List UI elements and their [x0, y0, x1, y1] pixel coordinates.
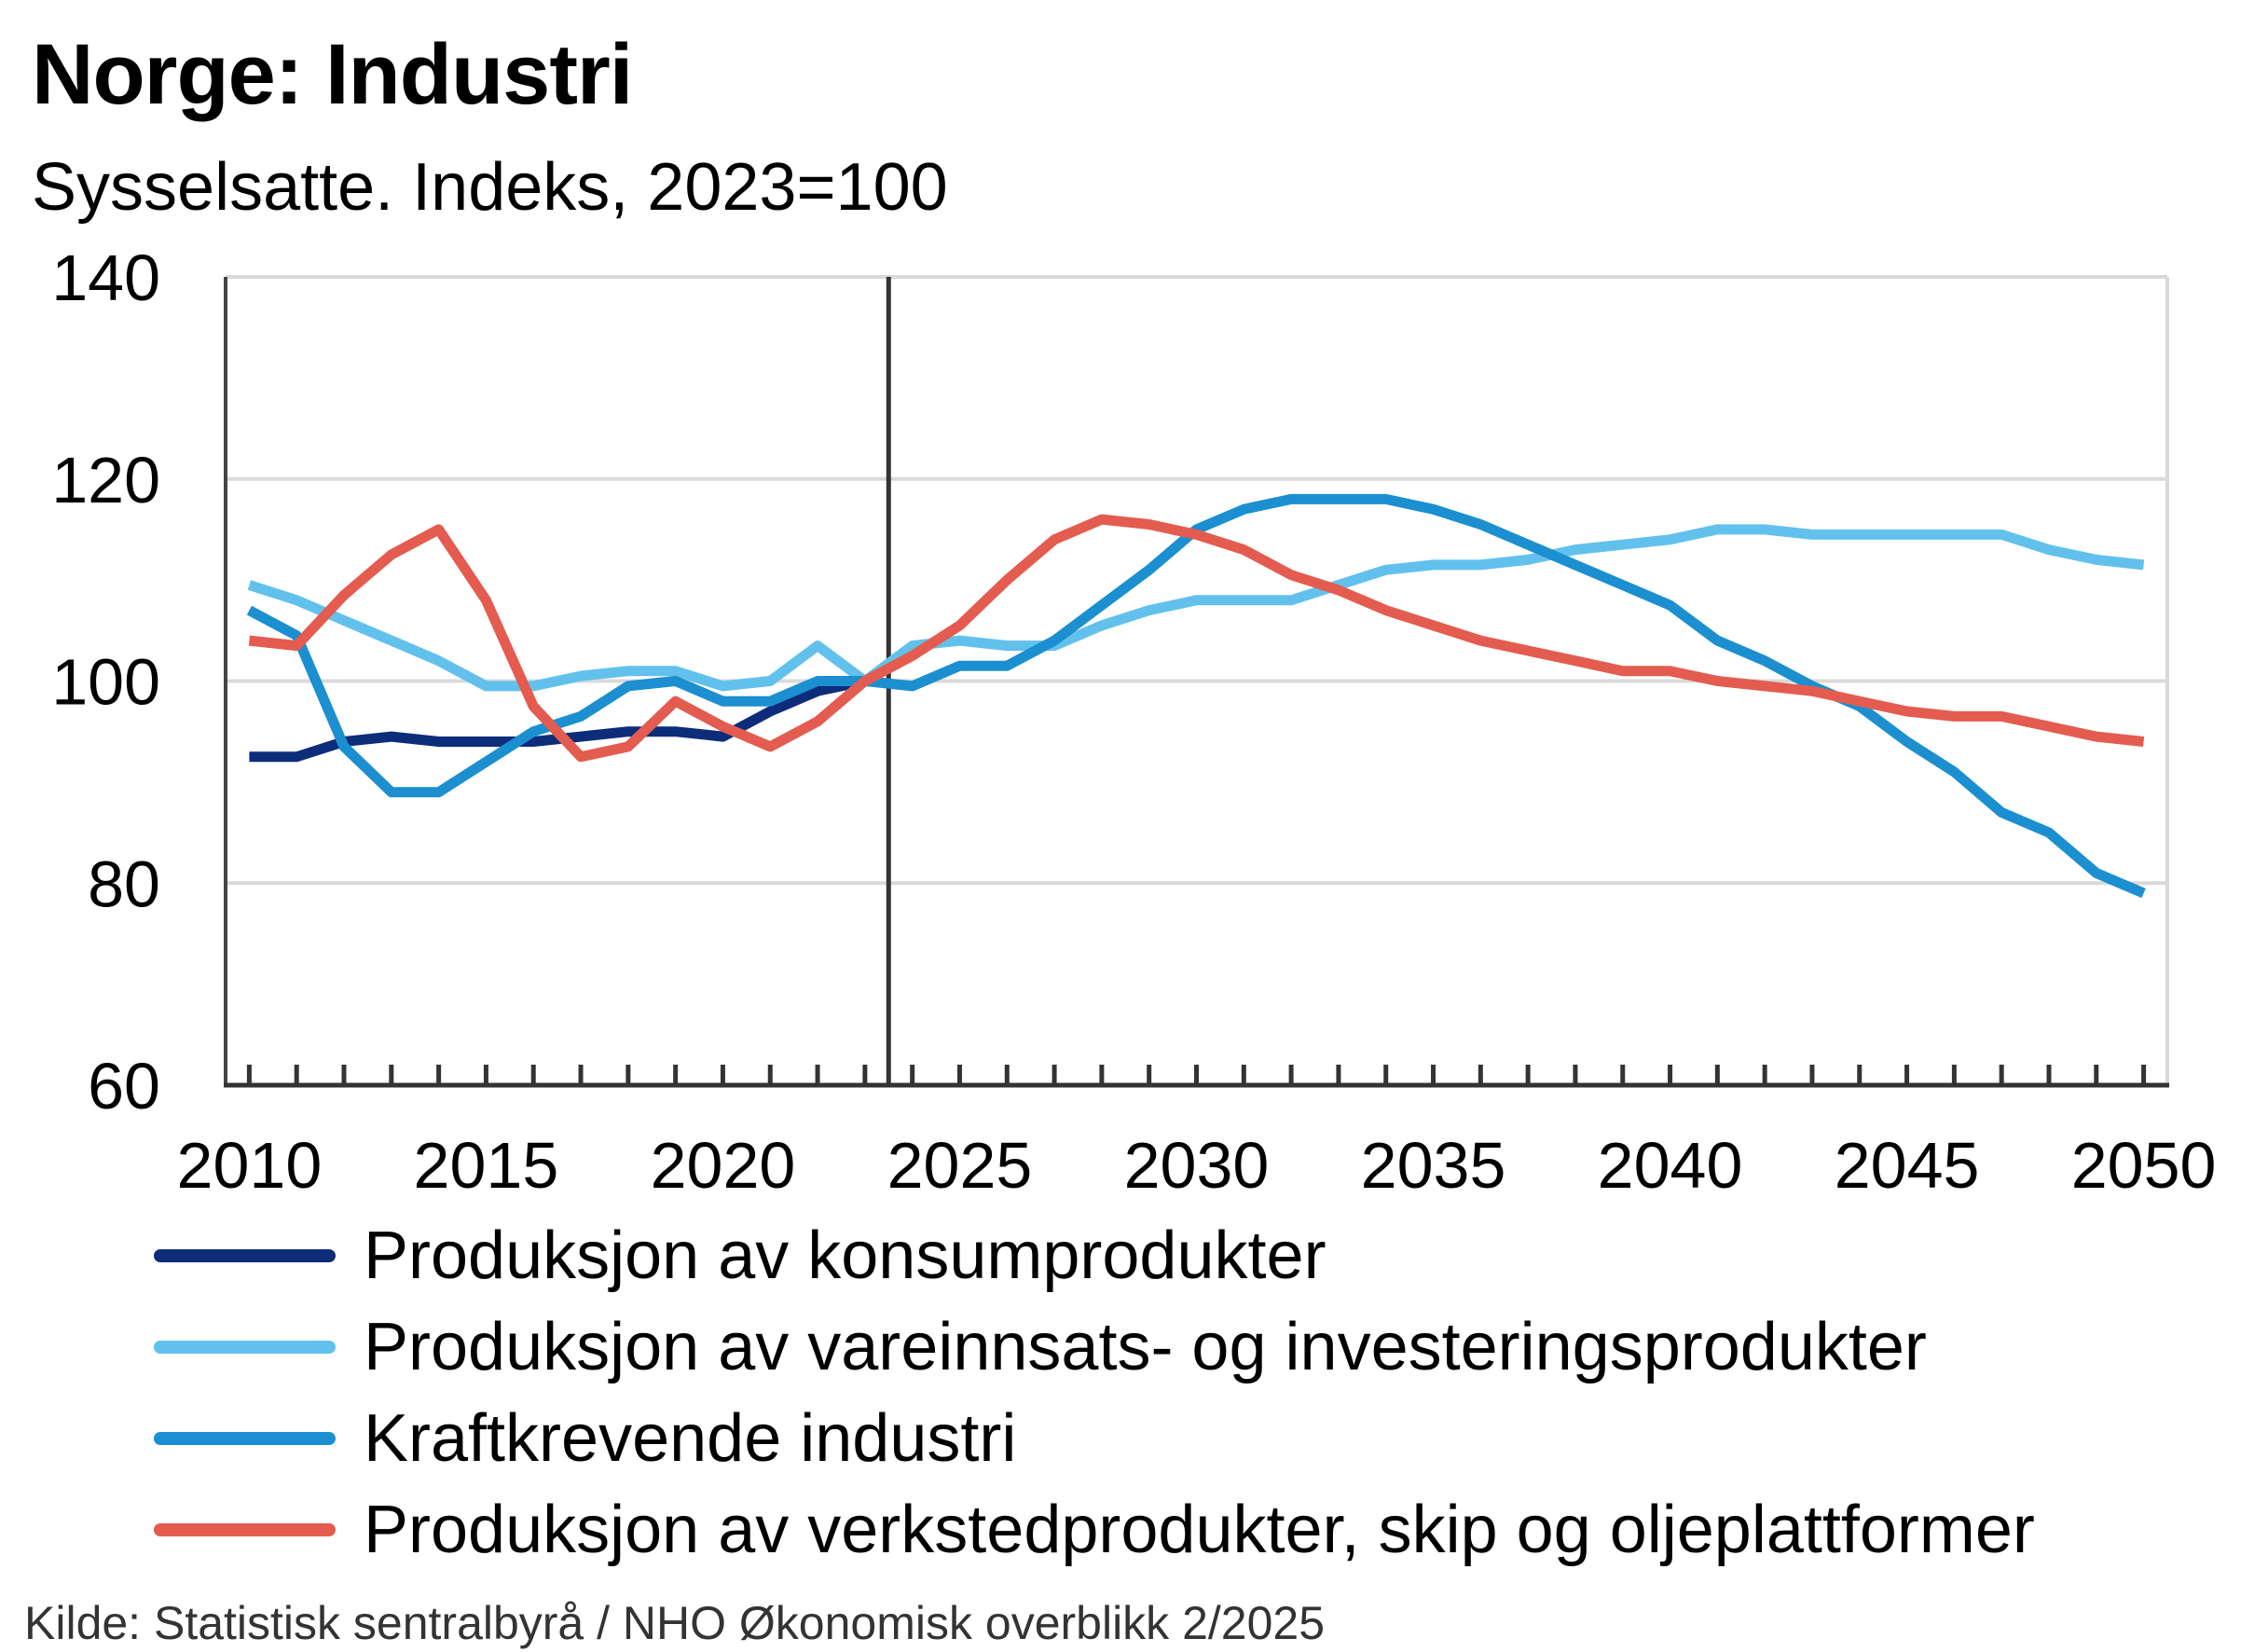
- x-tick-label-2025: 2025: [887, 1129, 1033, 1202]
- axes: [224, 277, 2169, 1088]
- legend-swatch-konsumprodukter: [154, 1249, 336, 1262]
- y-tick-label-140: 140: [51, 241, 160, 314]
- legend-label-konsumprodukter: Produksjon av konsumprodukter: [364, 1218, 1326, 1293]
- x-tick-label-2030: 2030: [1124, 1129, 1270, 1202]
- x-tick-label-2050: 2050: [2071, 1129, 2217, 1202]
- legend-item-kraftkrevende: Kraftkrevende industri: [154, 1393, 2035, 1484]
- chart-title: Norge: Industri: [32, 27, 633, 122]
- x-tick-label-2040: 2040: [1598, 1129, 1743, 1202]
- series-layer: [246, 493, 2146, 899]
- x-tick-label-2015: 2015: [414, 1129, 559, 1202]
- y-tick-label-80: 80: [88, 847, 160, 920]
- legend-swatch-verkstedprodukter: [154, 1523, 336, 1536]
- y-tick-label-60: 60: [88, 1050, 160, 1122]
- chart-subtitle: Sysselsatte. Indeks, 2023=100: [32, 150, 948, 225]
- legend-swatch-kraftkrevende: [154, 1432, 336, 1445]
- series-line-3: [248, 514, 2145, 763]
- grid: [226, 275, 2169, 1085]
- legend-item-konsumprodukter: Produksjon av konsumprodukter: [154, 1210, 2035, 1301]
- y-tick-label-100: 100: [51, 646, 160, 719]
- y-tick-labels: 60 80 100 120 140: [51, 241, 160, 1122]
- y-tick-label-120: 120: [51, 444, 160, 516]
- legend-item-verkstedprodukter: Produksjon av verkstedprodukter, skip og…: [154, 1484, 2035, 1576]
- legend-label-kraftkrevende: Kraftkrevende industri: [364, 1401, 1017, 1476]
- x-tick-label-2035: 2035: [1361, 1129, 1506, 1202]
- legend-item-vareinnsats: Produksjon av vareinnsats- og investerin…: [154, 1301, 2035, 1393]
- legend-label-verkstedprodukter: Produksjon av verkstedprodukter, skip og…: [364, 1493, 2035, 1567]
- source-note: Kilde: Statistisk sentralbyrå / NHO Økon…: [24, 1597, 1325, 1649]
- x-tick-label-2010: 2010: [177, 1129, 323, 1202]
- legend-label-vareinnsats: Produksjon av vareinnsats- og investerin…: [364, 1310, 1927, 1384]
- legend-swatch-vareinnsats: [154, 1341, 336, 1354]
- series-line-0: [249, 676, 867, 763]
- x-tick-label-2020: 2020: [651, 1129, 796, 1202]
- series-line-1: [247, 524, 2145, 692]
- x-tick-label-2045: 2045: [1835, 1129, 1980, 1202]
- x-tick-labels: 2010 2015 2020 2025 2030 2035 2040 2045 2050: [177, 1129, 2217, 1202]
- legend: Produksjon av konsumprodukter Produksjon…: [154, 1210, 2035, 1576]
